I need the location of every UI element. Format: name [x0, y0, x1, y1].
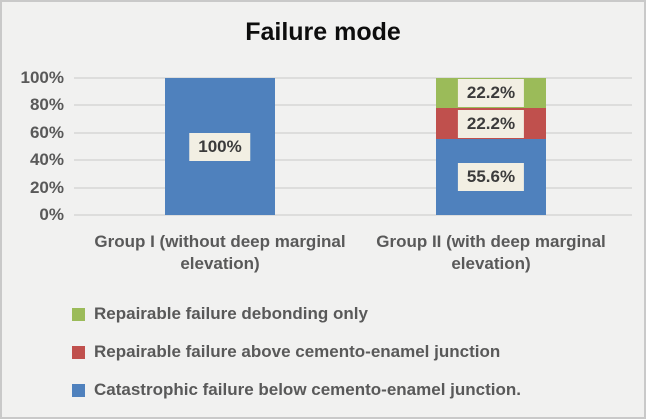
- y-axis-tick-label: 60%: [29, 122, 64, 142]
- legend-swatch: [72, 345, 85, 359]
- data-label: 22.2%: [457, 79, 525, 108]
- gridline: [74, 214, 632, 216]
- legend: Repairable failure debonding only Repaira…: [72, 305, 521, 417]
- legend-item: Repairable failure above cemento-enamel …: [72, 343, 521, 361]
- data-label: 55.6%: [457, 162, 525, 191]
- data-label: 100%: [189, 132, 251, 161]
- legend-item: Catastrophic failure below cemento-ename…: [72, 381, 521, 399]
- legend-swatch: [72, 383, 85, 397]
- legend-label: Catastrophic failure below cemento-ename…: [94, 380, 521, 399]
- y-axis-tick-label: 100%: [20, 68, 64, 87]
- legend-label: Repairable failure debonding only: [94, 304, 368, 323]
- gridline: [74, 77, 632, 79]
- gridline: [74, 131, 632, 134]
- y-axis-tick-label: 0%: [39, 205, 64, 224]
- gridline: [74, 186, 632, 189]
- gridline: [74, 104, 632, 107]
- chart-title: Failure mode: [245, 18, 401, 46]
- legend-label: Repairable failure above cemento-enamel …: [94, 342, 501, 361]
- y-axis-tick-label: 40%: [29, 150, 64, 170]
- x-axis-category-label: Group II (with deep marginal elevation): [376, 232, 606, 273]
- x-axis-category-label: Group I (without deep marginal elevation…: [94, 232, 346, 273]
- y-axis-tick-label: 20%: [29, 177, 64, 197]
- gridline: [74, 159, 632, 162]
- y-axis-tick-label: 80%: [29, 95, 64, 115]
- legend-swatch: [72, 307, 85, 321]
- data-label: 22.2%: [457, 109, 525, 138]
- legend-item: Repairable failure debonding only: [72, 305, 521, 323]
